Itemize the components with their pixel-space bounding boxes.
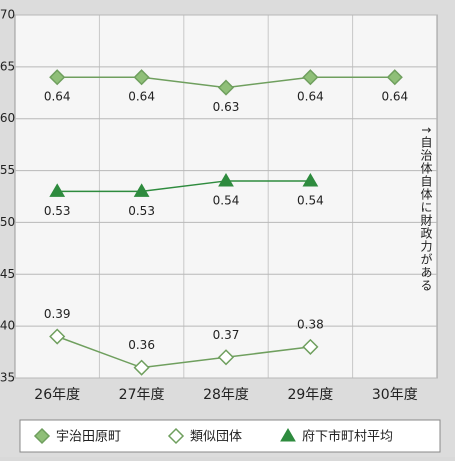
x-tick-label: 27年度 [119,387,165,403]
y-tick-label: .65 [0,59,15,73]
data-label: 0.53 [128,204,155,218]
x-tick-label: 29年度 [287,387,333,403]
x-tick-label: 30年度 [372,387,418,403]
legend-label: 宇治田原町 [56,430,121,445]
data-label: 0.37 [213,328,240,342]
data-label: 0.54 [213,193,240,207]
data-label: 0.64 [44,90,71,104]
data-label: 0.64 [128,90,155,104]
data-label: 0.64 [381,90,408,104]
y-tick-label: .50 [0,215,15,229]
annotation: ↑自治体自体に財政力がある [418,125,435,292]
y-tick-label: .55 [0,163,15,177]
y-tick-label: .45 [0,267,15,281]
y-tick-label: .60 [0,111,15,125]
data-label: 0.64 [297,90,324,104]
page: .35 .40 .45 .50 .55 .60 .65 .70 26年度 27年度 28年度 29年度… [0,0,455,457]
y-tick-label: .70 [0,8,15,22]
x-tick-label: 28年度 [203,387,249,403]
legend-label: 府下市町村平均 [302,429,393,445]
chart: .35 .40 .45 .50 .55 .60 .65 .70 26年度 27年度 28年度 29年度… [0,0,455,457]
data-label: 0.39 [44,307,71,321]
data-label: 0.53 [44,204,71,218]
legend-label: 類似団体 [190,430,242,445]
data-label: 0.36 [128,338,155,352]
data-label: 0.63 [213,100,240,114]
data-label: 0.38 [297,317,324,331]
data-label: 0.54 [297,193,324,207]
y-tick-label: .40 [0,319,15,333]
x-tick-label: 26年度 [34,387,80,403]
y-tick-label: .35 [0,371,15,385]
